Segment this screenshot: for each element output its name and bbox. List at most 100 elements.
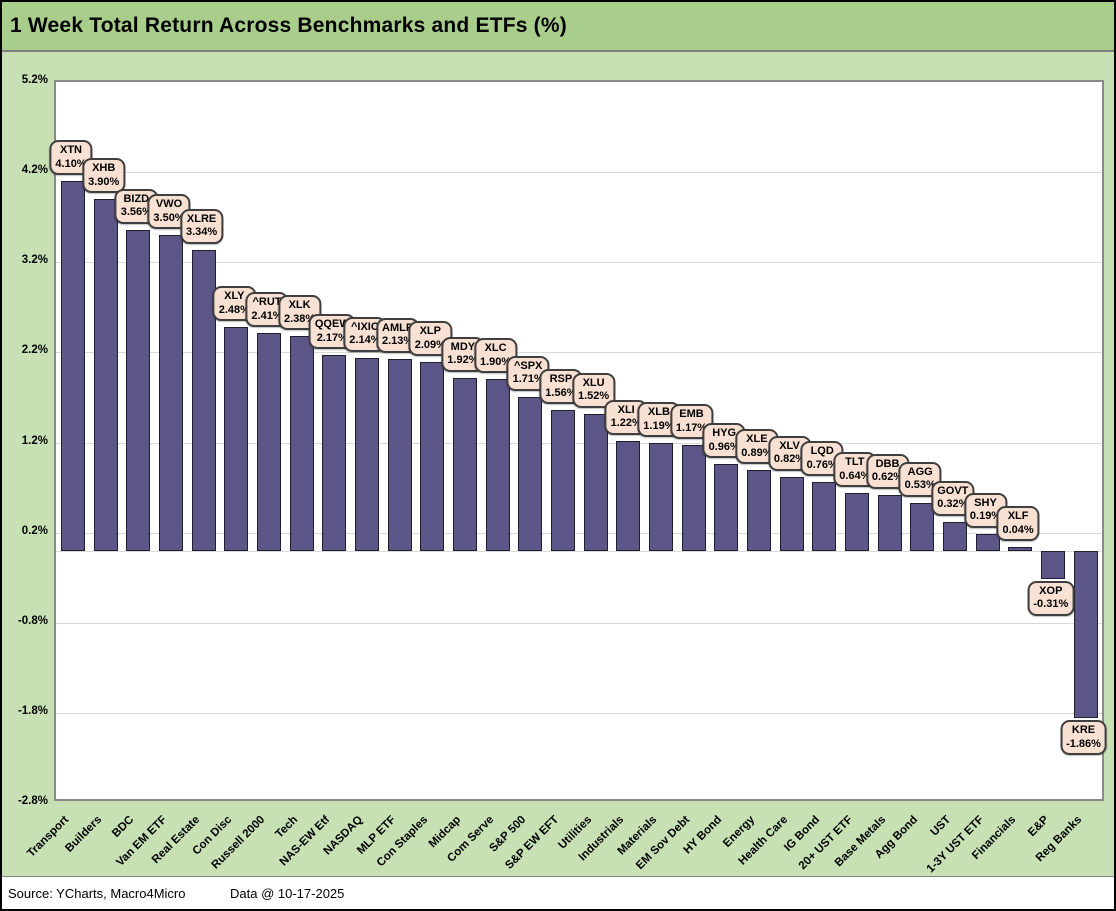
- bar: [648, 443, 673, 551]
- callout-ticker: TLT: [845, 456, 865, 468]
- bar-callout: KRE -1.86%: [1060, 720, 1107, 756]
- bar: [975, 533, 1000, 551]
- callout-ticker: XLP: [419, 325, 441, 338]
- gridline: [56, 352, 1102, 354]
- callout-value: 2.38%: [283, 312, 316, 325]
- bar: [616, 440, 641, 551]
- callout-value: 0.32%: [937, 498, 969, 511]
- bar: [1073, 550, 1098, 719]
- y-tick-label: 0.2%: [21, 524, 48, 537]
- bar: [61, 181, 85, 551]
- callout-ticker: LQD: [810, 445, 834, 458]
- footer-bar: Source: YCharts, Macro4Micro Data @ 10-1…: [2, 876, 1114, 909]
- callout-value: 0.53%: [904, 479, 936, 492]
- data-date-text: Data @ 10-17-2025: [230, 885, 345, 901]
- callout-value: 3.56%: [120, 206, 152, 219]
- y-tick-label: -0.8%: [17, 614, 48, 627]
- gridline: [56, 532, 1102, 534]
- callout-ticker: BIZD: [123, 192, 150, 205]
- chart-title: 1 Week Total Return Across Benchmarks an…: [10, 14, 567, 37]
- y-tick-label: 5.2%: [21, 74, 48, 86]
- chart-title-bar: 1 Week Total Return Across Benchmarks an…: [2, 2, 1114, 52]
- callout-value: 0.04%: [1002, 523, 1034, 536]
- callout-ticker: XHB: [92, 162, 116, 175]
- bar: [191, 249, 216, 551]
- bar-callout: XLF 0.04%: [996, 506, 1040, 541]
- y-tick-label: 1.2%: [21, 434, 48, 447]
- callout-ticker: GOVT: [937, 484, 969, 497]
- bar: [518, 396, 543, 551]
- callout-value: 0.89%: [741, 446, 773, 459]
- callout-value: 2.13%: [381, 335, 414, 348]
- callout-ticker: ^RUT: [252, 296, 282, 309]
- bar-callout: AGG 0.53%: [898, 461, 942, 497]
- callout-ticker: XLRE: [186, 212, 217, 225]
- callout-value: 2.17%: [316, 331, 348, 344]
- bar: [681, 445, 706, 551]
- callout-ticker: XLI: [617, 403, 635, 416]
- bar: [257, 333, 281, 551]
- bar: [746, 470, 771, 551]
- gridline: [56, 262, 1102, 264]
- callout-ticker: ^SPX: [513, 359, 543, 372]
- y-tick-label: -1.8%: [17, 704, 48, 717]
- bar: [452, 377, 477, 551]
- callout-ticker: XLY: [224, 290, 245, 303]
- bar: [485, 379, 510, 551]
- bar: [714, 464, 739, 551]
- callout-ticker: VWO: [155, 198, 183, 211]
- callout-ticker: SHY: [974, 496, 997, 509]
- callout-value: 1.17%: [675, 421, 708, 434]
- callout-ticker: XLF: [1007, 510, 1029, 522]
- callout-value: 1.71%: [512, 373, 544, 385]
- bar: [583, 413, 608, 551]
- callout-ticker: XLE: [746, 433, 768, 446]
- y-tick-label: -2.8%: [17, 795, 48, 807]
- bar: [779, 476, 804, 551]
- callout-ticker: MDY: [450, 340, 476, 353]
- callout-value: 1.52%: [577, 390, 610, 403]
- callout-ticker: XTN: [59, 144, 82, 157]
- gridline: [56, 622, 1102, 624]
- bar: [322, 355, 347, 551]
- callout-ticker: QQEW: [314, 318, 350, 331]
- bar: [910, 502, 935, 551]
- callout-value: 2.48%: [218, 303, 250, 316]
- bar: [942, 521, 967, 551]
- callout-ticker: ^IXIC: [350, 320, 379, 333]
- callout-value: 0.19%: [969, 510, 1002, 522]
- callout-value: 4.10%: [55, 157, 87, 170]
- callout-value: 1.92%: [447, 354, 479, 367]
- callout-value: 0.82%: [773, 453, 806, 466]
- callout-value: 2.14%: [349, 334, 381, 347]
- bar: [877, 494, 902, 551]
- callout-ticker: AGG: [907, 465, 933, 478]
- callout-value: 1.90%: [479, 355, 512, 368]
- callout-ticker: XLC: [484, 342, 507, 355]
- y-tick-label: 4.2%: [21, 164, 48, 177]
- bar: [354, 357, 379, 551]
- bar: [93, 199, 118, 551]
- callout-ticker: XLU: [582, 376, 605, 389]
- bar: [1040, 550, 1065, 579]
- callout-ticker: KRE: [1071, 724, 1096, 737]
- callout-value: 3.50%: [153, 211, 185, 224]
- bar-callout: XOP -0.31%: [1027, 580, 1075, 616]
- bar: [126, 229, 151, 551]
- callout-ticker: RSP: [549, 373, 573, 386]
- plot-area: [54, 80, 1104, 801]
- callout-ticker: XOP: [1039, 584, 1063, 597]
- bar-callout: GOVT 0.32%: [931, 480, 975, 516]
- callout-ticker: EMB: [679, 408, 704, 421]
- bar: [159, 235, 183, 551]
- bar-callout: XLRE 3.34%: [179, 208, 224, 244]
- bar: [1008, 547, 1033, 551]
- bar-callout: XHB 3.90%: [82, 158, 126, 194]
- gridline: [56, 172, 1102, 174]
- callout-value: 1.56%: [545, 386, 577, 399]
- callout-value: 0.62%: [871, 471, 904, 484]
- gridline: [56, 712, 1102, 714]
- callout-ticker: AMLP: [382, 321, 414, 334]
- callout-ticker: XLV: [779, 439, 800, 452]
